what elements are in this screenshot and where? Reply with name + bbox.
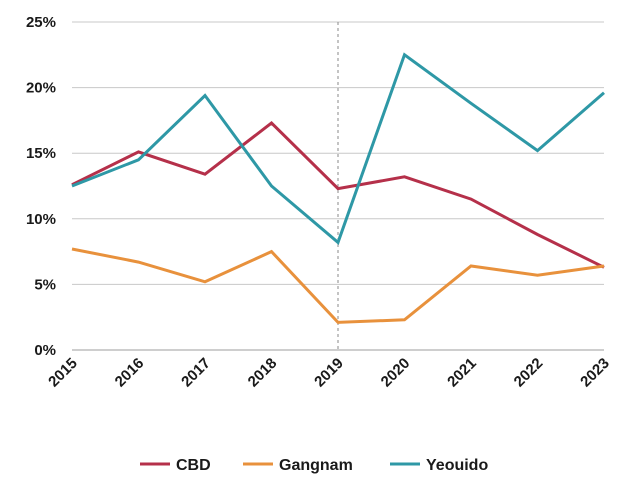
x-tick-label: 2020 xyxy=(378,355,414,391)
x-tick-label: 2021 xyxy=(444,355,480,391)
y-tick-label: 20% xyxy=(26,80,56,97)
series-lines xyxy=(71,52,605,324)
x-tick-label: 2015 xyxy=(45,355,81,391)
legend-label-gangnam: Gangnam xyxy=(279,457,353,474)
y-tick-label: 5% xyxy=(34,276,56,293)
series-line-cbd xyxy=(71,121,605,269)
legend-label-yeouido: Yeouido xyxy=(426,457,488,474)
x-tick-label: 2023 xyxy=(577,355,613,391)
x-axis-ticks: 2015 2016 2017 2018 2019 2020 2021 2022 2023 xyxy=(45,355,613,391)
y-axis-ticks: 0% 5% 10% 15% 20% 25% xyxy=(26,14,56,359)
x-tick-label: 2016 xyxy=(112,355,148,391)
legend-label-cbd: CBD xyxy=(176,457,211,474)
y-tick-label: 25% xyxy=(26,14,56,31)
y-tick-label: 15% xyxy=(26,145,56,162)
y-tick-label: 10% xyxy=(26,211,56,228)
x-tick-label: 2018 xyxy=(245,355,281,391)
legend: CBD Gangnam Yeouido xyxy=(140,457,488,474)
x-tick-label: 2017 xyxy=(178,355,214,391)
y-tick-label: 0% xyxy=(34,342,56,359)
series-line-yeouido xyxy=(71,52,605,245)
series-line-gangnam xyxy=(71,247,605,324)
x-tick-label: 2019 xyxy=(311,355,347,391)
x-tick-label: 2022 xyxy=(511,355,547,391)
